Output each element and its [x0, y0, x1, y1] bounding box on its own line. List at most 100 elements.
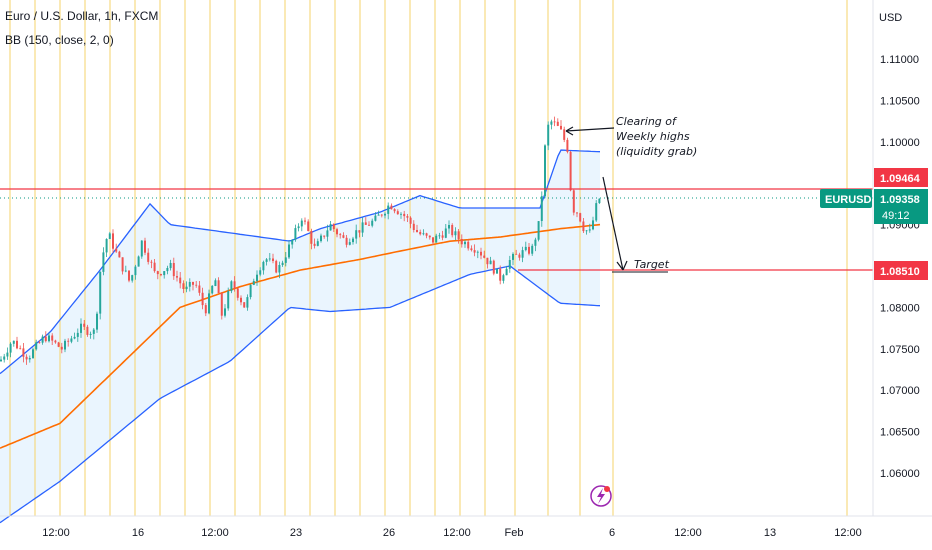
candle-48	[153, 259, 156, 273]
candle-body	[297, 226, 300, 229]
candle-body	[361, 222, 364, 233]
candle-body	[380, 214, 383, 216]
candle-83	[265, 258, 268, 266]
candle-body	[409, 217, 412, 224]
candle-body	[140, 240, 143, 257]
candle-body	[131, 275, 134, 281]
candle-body	[467, 241, 470, 249]
candle-body	[329, 224, 332, 231]
price-tag-target-text: 1.08510	[880, 266, 920, 278]
candle-body	[313, 243, 316, 246]
candle-body	[6, 352, 9, 357]
candle-7	[22, 343, 25, 363]
candle-16	[51, 333, 54, 345]
candle-54	[172, 257, 175, 280]
candle-89	[284, 252, 287, 267]
candle-body	[134, 266, 137, 276]
candle-body	[444, 228, 447, 238]
candle-body	[147, 252, 150, 262]
candle-body	[342, 235, 345, 238]
candle-body	[176, 276, 178, 278]
candle-4	[12, 340, 15, 347]
candle-body	[115, 248, 118, 252]
candle-153	[489, 256, 492, 265]
price-tick-label: 1.08000	[880, 302, 920, 314]
candle-167	[534, 237, 537, 252]
candle-20	[64, 338, 66, 353]
candle-body	[150, 261, 153, 263]
candle-130	[416, 224, 418, 233]
time-tick-label: 12:00	[201, 527, 229, 539]
candle-50	[160, 273, 162, 277]
candle-19	[60, 342, 63, 354]
candle-118	[377, 210, 380, 216]
candle-body	[92, 329, 95, 334]
candle-99	[316, 238, 319, 247]
candle-40	[128, 270, 130, 283]
candle-body	[153, 262, 156, 272]
candle-104	[332, 223, 335, 232]
candle-body	[185, 286, 188, 290]
candle-body	[57, 342, 60, 347]
candle-112	[358, 230, 361, 238]
candle-116	[371, 218, 374, 228]
candle-body	[355, 230, 358, 239]
candle-body	[428, 235, 431, 238]
candle-82	[262, 260, 265, 275]
candle-body	[38, 342, 41, 344]
time-tick-label: 6	[609, 527, 615, 539]
candle-18	[57, 341, 60, 348]
candle-body	[163, 271, 166, 276]
candle-body	[169, 263, 172, 269]
candle-body	[9, 343, 12, 353]
candle-body	[179, 277, 182, 284]
candle-body	[499, 268, 502, 281]
time-tick-label: 12:00	[834, 527, 862, 539]
candle-body	[515, 253, 518, 255]
candle-body	[60, 346, 63, 350]
annotation-clearing[interactable]: Clearing of Weekly highs (liquidity grab…	[616, 115, 697, 158]
chart-header-indicator[interactable]: BB (150, close, 2, 0)	[5, 33, 114, 47]
candle-71	[227, 287, 230, 311]
candle-body	[249, 284, 252, 298]
candle-105	[336, 227, 338, 238]
candle-body	[28, 358, 31, 360]
candle-140	[448, 220, 450, 234]
candle-96	[307, 219, 310, 232]
candle-body	[537, 221, 540, 240]
candle-body	[41, 336, 44, 343]
candle-body	[368, 224, 370, 226]
candle-85	[272, 253, 274, 264]
candle-43	[137, 255, 140, 267]
candle-111	[355, 224, 358, 244]
candle-29	[92, 328, 95, 340]
candle-174	[556, 118, 559, 127]
candle-body	[572, 190, 575, 213]
candle-156	[499, 265, 502, 285]
candle-body	[99, 271, 102, 314]
candle-body	[64, 340, 66, 350]
price-tag-target: 1.08510	[874, 261, 928, 280]
time-axis[interactable]: 12:00 16 12:00 23 26 12:00 Feb 6 12:00 13 12:00	[0, 515, 932, 539]
candle-145	[464, 239, 466, 248]
price-tick-label: 1.07000	[880, 385, 920, 397]
candle-185	[592, 216, 594, 231]
price-tag-symbol: EURUSD	[820, 189, 872, 208]
candle-142	[454, 227, 457, 241]
candle-164	[524, 241, 527, 252]
candle-8	[25, 354, 28, 365]
candle-body	[16, 340, 18, 349]
chart-header-symbol[interactable]: Euro / U.S. Dollar, 1h, FXCM	[5, 9, 159, 23]
price-axis[interactable]: USD 1.110001.105001.100001.095001.090001…	[872, 0, 920, 516]
candle-187	[598, 198, 601, 204]
candle-78	[249, 284, 252, 300]
price-tick-label: 1.10500	[880, 95, 920, 107]
candle-3	[9, 342, 12, 358]
time-tick-label: 13	[764, 527, 776, 539]
lightning-icon[interactable]	[590, 485, 612, 507]
candle-body	[51, 335, 54, 341]
candle-body	[105, 239, 108, 253]
candle-body	[288, 244, 290, 258]
candle-127	[406, 214, 409, 222]
